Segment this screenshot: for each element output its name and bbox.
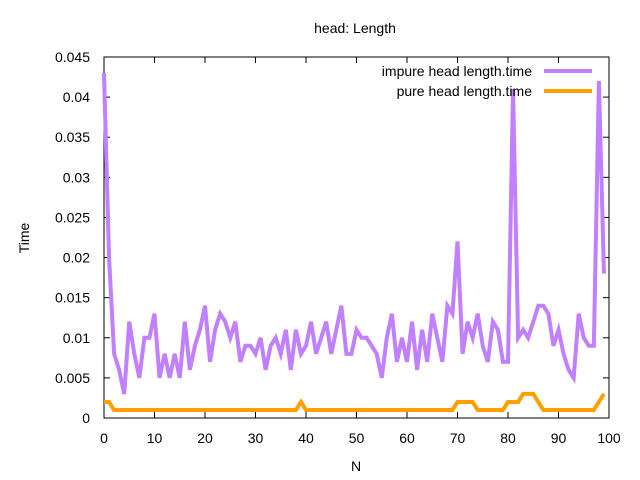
x-tick-label: 80 (500, 430, 516, 446)
x-tick-label: 90 (551, 430, 567, 446)
legend: impure head length.time pure head length.… (382, 63, 592, 99)
series-layer (102, 72, 606, 412)
y-tick-label: 0.005 (55, 370, 90, 386)
y-tick-label: 0.015 (55, 290, 90, 306)
x-tick-label: 10 (147, 430, 163, 446)
x-axis-label: N (351, 458, 361, 474)
x-tick-label: 20 (197, 430, 213, 446)
legend-label-2: pure head length.time (397, 83, 533, 99)
x-tick-label: 50 (349, 430, 365, 446)
x-tick-label: 70 (450, 430, 466, 446)
x-tick-label: 0 (100, 430, 108, 446)
chart-title: head: Length (314, 20, 396, 36)
y-tick-label: 0.025 (55, 209, 90, 225)
legend-label-1: impure head length.time (382, 63, 532, 79)
x-tick-label: 30 (248, 430, 264, 446)
y-tick-label: 0.045 (55, 49, 90, 65)
x-axis: 0 10 20 30 40 50 60 70 80 90 100 (100, 57, 621, 446)
y-tick-label: 0.02 (63, 250, 90, 266)
x-tick-label: 40 (298, 430, 314, 446)
series-line-1 (102, 72, 606, 395)
y-tick-label: 0.04 (63, 89, 90, 105)
x-tick-label: 100 (597, 430, 621, 446)
x-tick-label: 60 (399, 430, 415, 446)
y-tick-label: 0 (82, 410, 90, 426)
y-tick-label: 0.03 (63, 169, 90, 185)
y-tick-label: 0.01 (63, 330, 90, 346)
y-tick-label: 0.035 (55, 129, 90, 145)
y-axis: 0 0.005 0.01 0.015 0.02 0.025 0.03 0.035 0.04 0.0… (55, 49, 609, 426)
y-axis-label: Time (16, 222, 32, 253)
series-line-2 (104, 391, 606, 412)
